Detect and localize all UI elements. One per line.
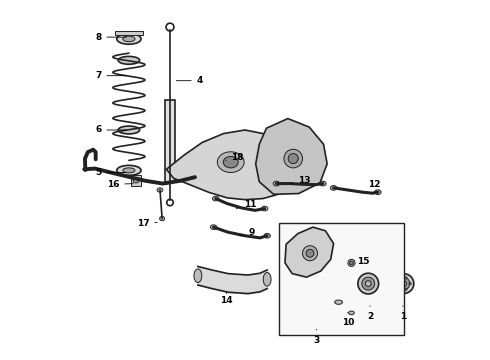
Text: 11: 11: [236, 200, 257, 209]
Text: 14: 14: [220, 292, 233, 305]
Ellipse shape: [118, 57, 140, 64]
Text: 2: 2: [367, 306, 373, 321]
Text: 7: 7: [95, 71, 126, 80]
Polygon shape: [167, 130, 306, 200]
Ellipse shape: [302, 246, 318, 261]
Ellipse shape: [348, 311, 354, 315]
Text: 12: 12: [368, 180, 381, 193]
Text: 16: 16: [107, 180, 133, 189]
Ellipse shape: [194, 269, 202, 283]
Text: 6: 6: [95, 126, 126, 135]
Text: 13: 13: [291, 176, 310, 185]
Ellipse shape: [284, 149, 302, 168]
Polygon shape: [256, 118, 327, 194]
Ellipse shape: [306, 249, 314, 257]
Polygon shape: [285, 227, 334, 277]
Ellipse shape: [264, 233, 270, 238]
Ellipse shape: [218, 152, 244, 172]
Ellipse shape: [394, 274, 414, 293]
Text: 1: 1: [400, 306, 406, 321]
Ellipse shape: [160, 216, 165, 221]
Ellipse shape: [117, 165, 141, 175]
Text: 17: 17: [137, 219, 157, 228]
Ellipse shape: [405, 276, 407, 279]
Ellipse shape: [348, 259, 355, 266]
Ellipse shape: [358, 273, 379, 294]
Ellipse shape: [398, 286, 400, 288]
Bar: [279, 223, 404, 336]
Ellipse shape: [118, 126, 140, 134]
Ellipse shape: [401, 281, 407, 286]
Text: 15: 15: [350, 257, 370, 266]
Ellipse shape: [213, 196, 219, 201]
Ellipse shape: [319, 181, 326, 186]
Text: 10: 10: [342, 312, 354, 327]
Ellipse shape: [263, 273, 271, 286]
Text: 5: 5: [95, 168, 126, 177]
Bar: [131, 175, 141, 186]
Ellipse shape: [366, 281, 371, 287]
Text: 3: 3: [313, 329, 319, 345]
Ellipse shape: [123, 168, 135, 173]
Text: 8: 8: [95, 33, 126, 42]
Ellipse shape: [350, 261, 353, 265]
Ellipse shape: [405, 288, 407, 291]
Ellipse shape: [330, 185, 337, 190]
Ellipse shape: [335, 300, 343, 304]
Text: 4: 4: [176, 76, 203, 85]
Ellipse shape: [398, 279, 400, 281]
Text: 9: 9: [240, 228, 255, 237]
Ellipse shape: [210, 225, 217, 229]
Ellipse shape: [398, 278, 410, 289]
Bar: [165, 100, 175, 182]
Ellipse shape: [375, 190, 381, 194]
Ellipse shape: [288, 154, 298, 163]
Ellipse shape: [157, 188, 163, 192]
Ellipse shape: [409, 282, 411, 285]
Ellipse shape: [123, 36, 135, 42]
Text: 18: 18: [225, 153, 244, 162]
Ellipse shape: [262, 206, 268, 211]
Bar: [115, 31, 143, 35]
Ellipse shape: [273, 181, 280, 186]
Ellipse shape: [223, 157, 238, 168]
Ellipse shape: [117, 33, 141, 44]
Ellipse shape: [133, 179, 139, 183]
Ellipse shape: [362, 277, 375, 290]
